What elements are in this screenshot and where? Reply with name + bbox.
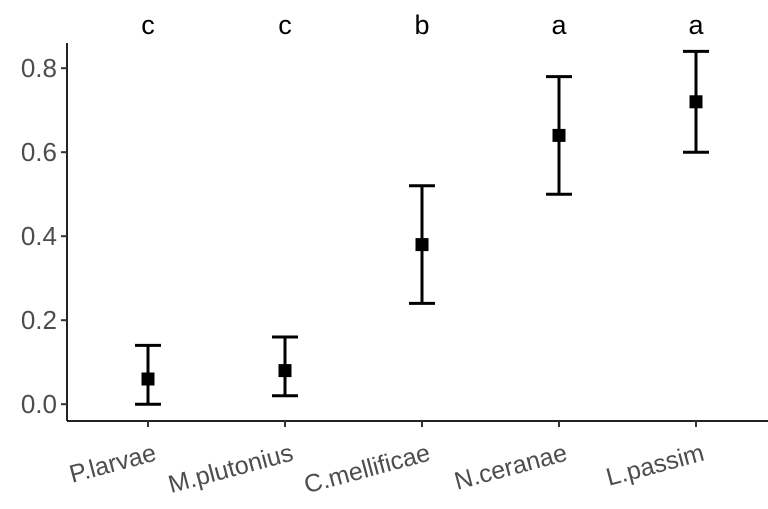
y-axis: 0.0 0.2 0.4 0.6 0.8 xyxy=(21,43,68,421)
y-tick-label: 0.6 xyxy=(21,137,57,167)
data-points xyxy=(141,95,703,386)
data-point xyxy=(552,128,566,142)
y-tick-label: 0.0 xyxy=(21,389,57,419)
significance-letter: c xyxy=(278,10,292,40)
data-point xyxy=(415,238,429,252)
x-tick-label: L.passim xyxy=(603,439,707,492)
y-tick-label: 0.8 xyxy=(21,53,57,83)
error-bars xyxy=(135,49,709,406)
x-axis: P.larvae M.plutonius C.mellificae N.ceranae… xyxy=(66,420,768,499)
significance-letter: a xyxy=(551,10,567,40)
x-tick-label: P.larvae xyxy=(66,439,159,489)
x-tick-label: M.plutonius xyxy=(165,439,296,499)
data-point xyxy=(689,95,703,109)
x-tick-label: N.ceranae xyxy=(451,439,570,496)
y-tick-label: 0.2 xyxy=(21,305,57,335)
significance-letter: a xyxy=(688,10,704,40)
data-point xyxy=(278,364,292,378)
significance-letter: c xyxy=(141,10,155,40)
x-tick-label: C.mellificae xyxy=(301,439,433,499)
significance-letter: b xyxy=(414,10,429,40)
y-tick-label: 0.4 xyxy=(21,221,57,251)
data-point xyxy=(141,372,155,386)
